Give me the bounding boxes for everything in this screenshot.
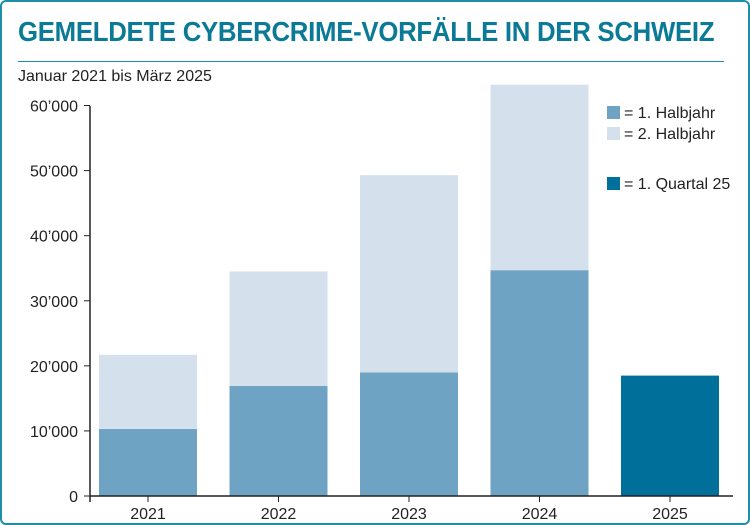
y-tick-label-20000: 20’000 xyxy=(30,359,78,376)
bar-2023-series-1 xyxy=(360,372,458,496)
x-tick-label-2021: 2021 xyxy=(130,506,166,523)
x-tick-label-2023: 2023 xyxy=(391,506,427,523)
y-tick-label-60000: 60’000 xyxy=(30,99,78,116)
bar-2021-series-2 xyxy=(99,354,197,429)
title-divider xyxy=(18,61,724,62)
bar-2022-series-2 xyxy=(229,271,328,387)
y-tick-label-40000: 40’000 xyxy=(30,229,78,246)
chart-subtitle: Januar 2021 bis März 2025 xyxy=(18,68,212,85)
bar-2025-series-3 xyxy=(621,375,719,496)
legend-swatch-1 xyxy=(607,106,620,119)
y-tick-label-50000: 50’000 xyxy=(30,164,78,181)
bar-2021-series-1 xyxy=(99,428,197,496)
legend-swatch-2 xyxy=(607,127,620,140)
bar-2023-series-2 xyxy=(360,175,458,373)
chart-title: GEMELDETE CYBERCRIME-VORFÄLLE IN DER SCH… xyxy=(18,16,715,47)
legend-label-2: = 2. Halbjahr xyxy=(624,126,716,143)
y-tick-label-0: 0 xyxy=(69,489,78,506)
x-tick-label-2025: 2025 xyxy=(652,506,688,523)
bar-2022-series-1 xyxy=(229,386,328,496)
bar-2024-series-1 xyxy=(490,270,589,496)
y-tick-label-30000: 30’000 xyxy=(30,294,78,311)
legend-label-3: = 1. Quartal 25 xyxy=(624,176,730,193)
legend-label-1: = 1. Halbjahr xyxy=(624,105,716,122)
legend-swatch-3 xyxy=(607,177,620,190)
x-tick-label-2024: 2024 xyxy=(522,506,558,523)
y-tick-label-10000: 10’000 xyxy=(30,424,78,441)
bar-2024-series-2 xyxy=(490,84,589,271)
x-tick-label-2022: 2022 xyxy=(261,506,297,523)
